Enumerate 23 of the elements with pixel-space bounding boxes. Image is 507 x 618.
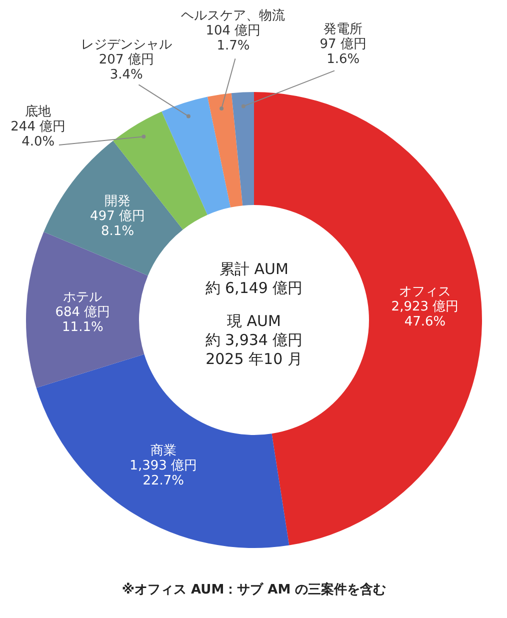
data-label: 104 億円 1.7% (206, 23, 261, 54)
data-label: 684 億円 11.1% (55, 304, 110, 334)
data-label: 97 億円 1.6% (320, 36, 366, 67)
slice-label: ホテル (63, 289, 102, 304)
slice-label: ヘルスケア、物流 (181, 7, 286, 24)
data-label: 207 億円 3.4% (98, 52, 154, 82)
slice-label: 底地 (25, 104, 52, 119)
slice-label: 開発 (104, 194, 131, 209)
data-label: 244 億円 4.0% (10, 118, 66, 149)
slice-label: 商業 (150, 443, 176, 458)
slice-label: レジデンシャル (80, 37, 172, 52)
text: ※オフィス AUM：サブ AM の三案件を含む (122, 582, 386, 598)
donut-slice (231, 92, 254, 206)
slice-label: 発電所 (324, 22, 363, 37)
data-label: 497 億円 8.1% (90, 208, 146, 239)
text: 現 AUM 約 3,934 億円 2025 年10 月 (205, 312, 303, 368)
slice-label: オフィス (398, 284, 451, 300)
data-label: 1,393 億円 22.7% (130, 458, 198, 488)
donut-slice (36, 354, 290, 548)
data-label: 2,923 億円 47.6% (391, 299, 459, 330)
donut-slice (162, 96, 231, 215)
donut-slice (208, 93, 243, 208)
text: 累計 AUM 約 6,149 億円 (205, 260, 303, 298)
